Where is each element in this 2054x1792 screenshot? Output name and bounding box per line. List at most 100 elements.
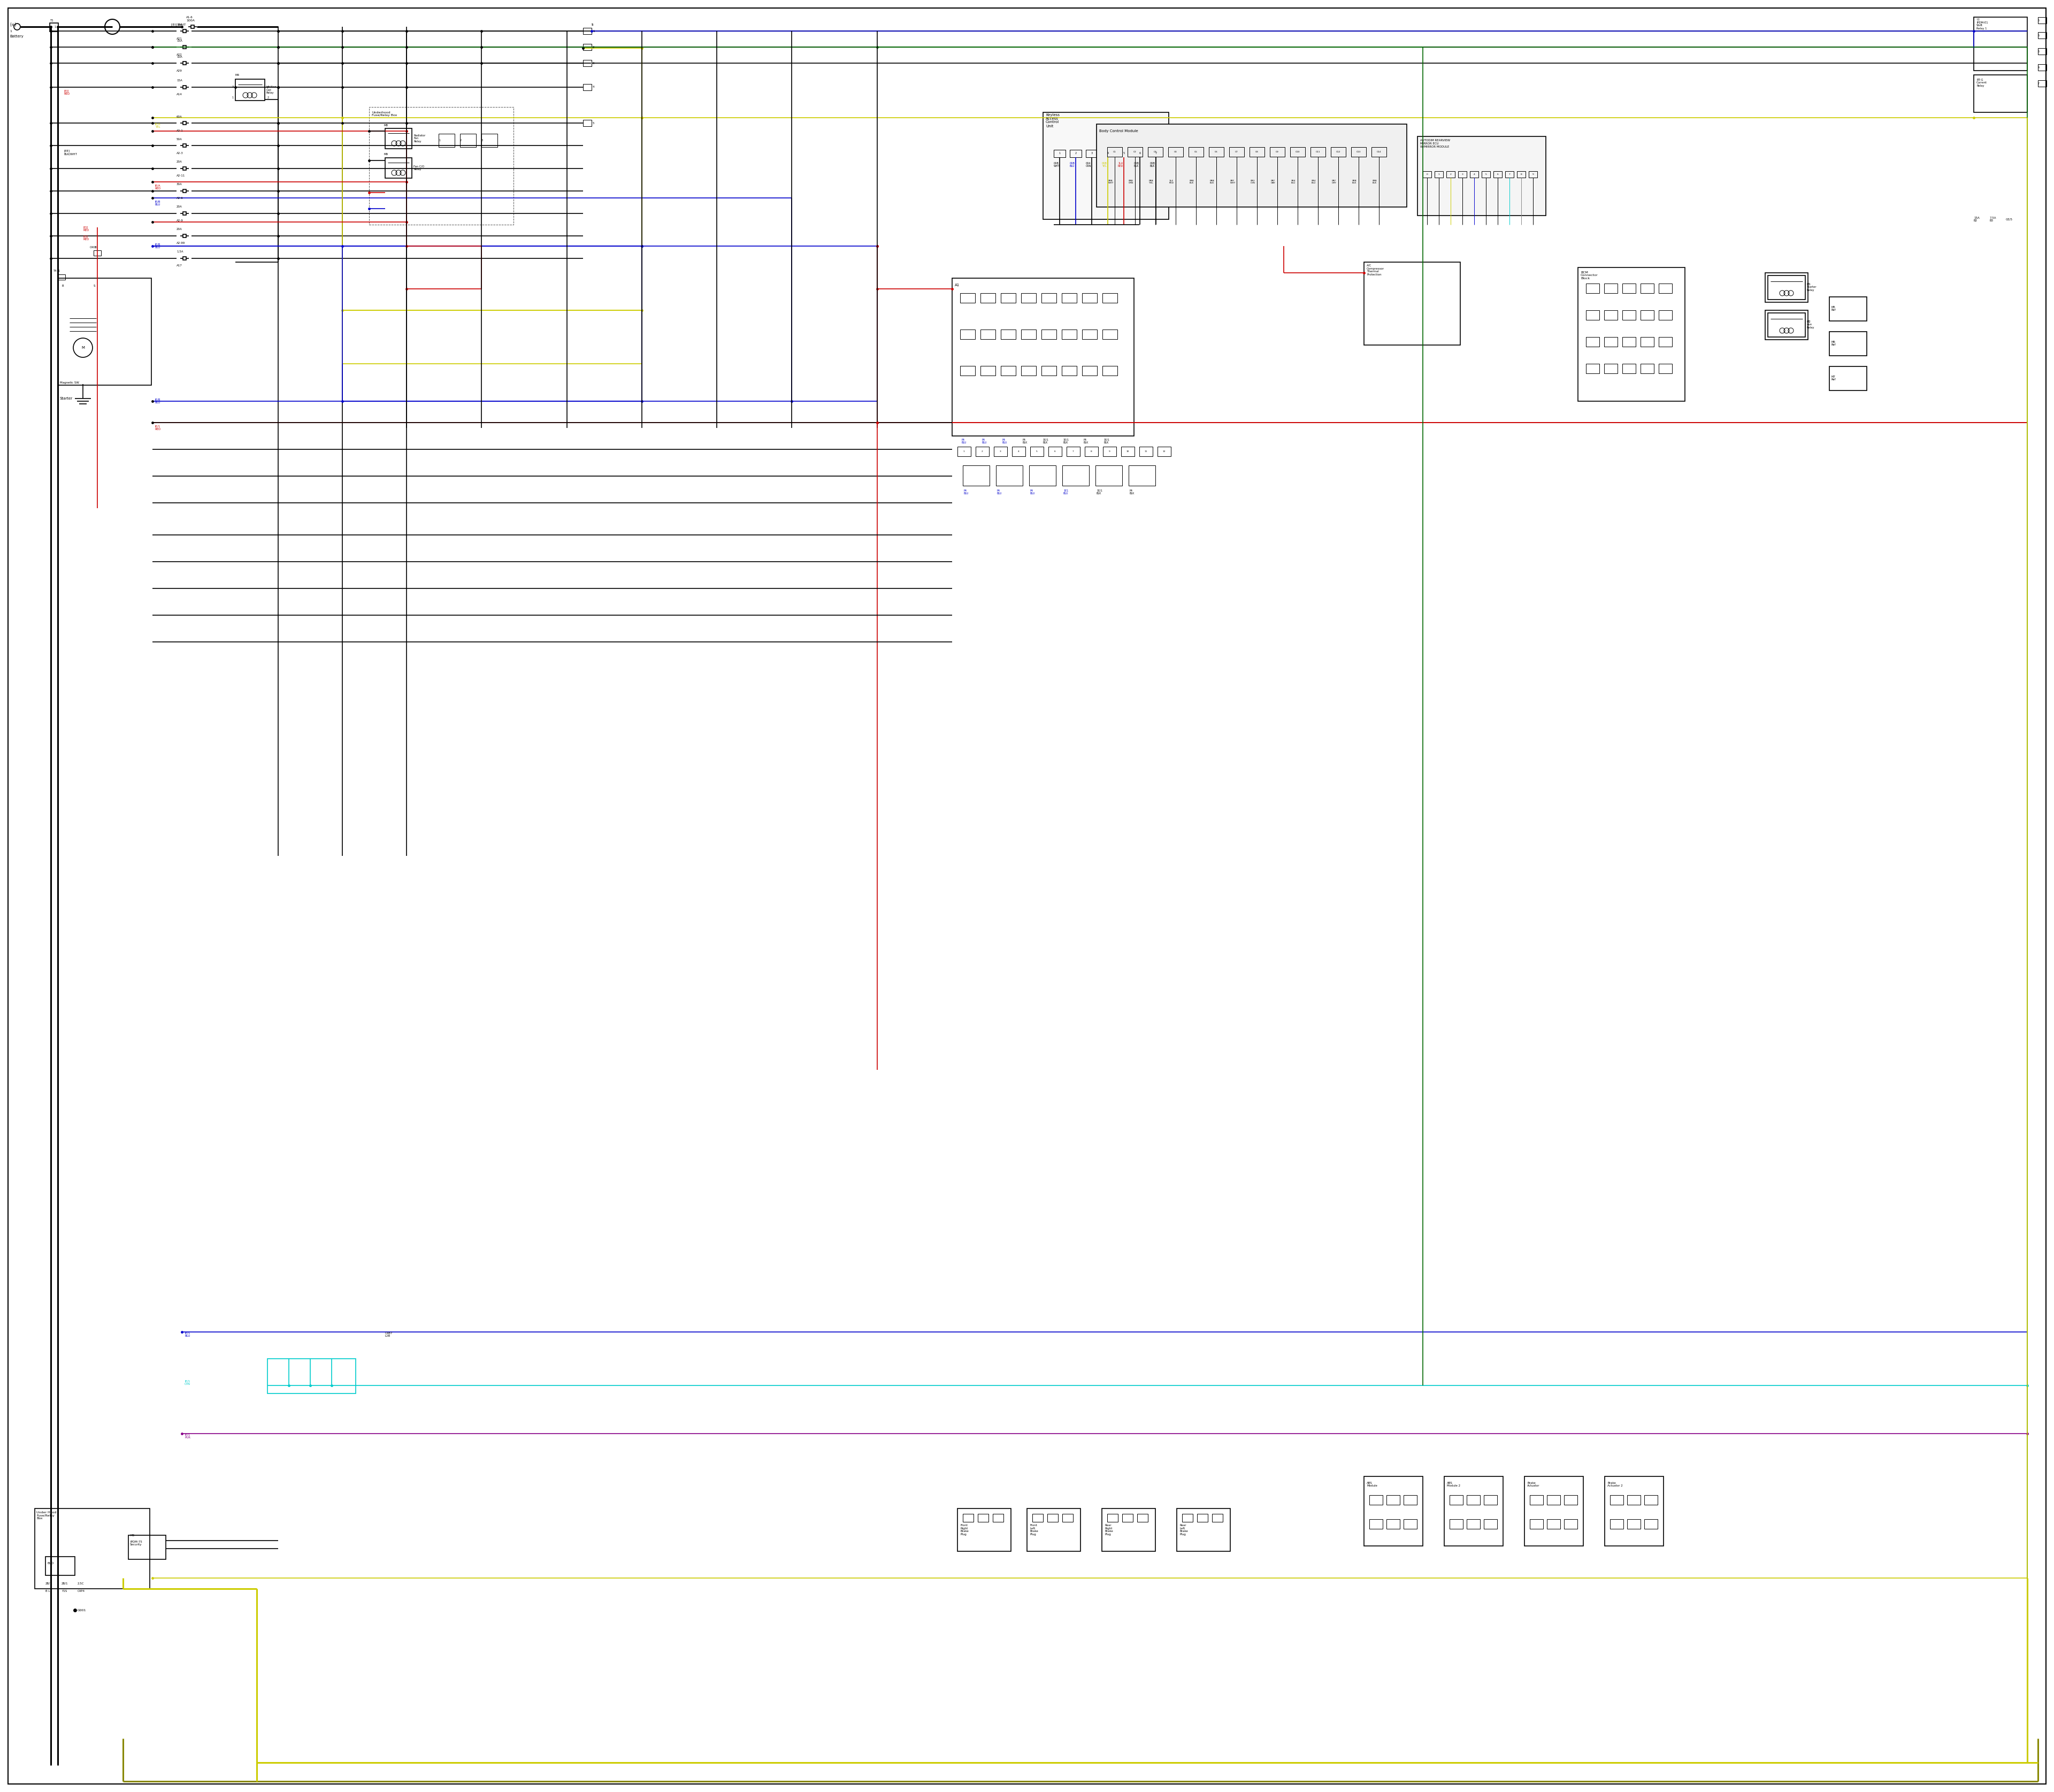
Text: G001: G001 (78, 1609, 86, 1611)
Bar (1097, 124, 1407, 208)
Bar (1768, 314, 1805, 337)
Bar (1604, 1477, 1664, 1546)
Bar (1103, 330, 1117, 339)
Text: 0RB
BLK: 0RB BLK (1150, 161, 1154, 168)
Text: Underhood
Fuse/Relay Box: Underhood Fuse/Relay Box (372, 111, 396, 116)
Text: 1E/1
BLK: 1E/1 BLK (1062, 439, 1068, 444)
Bar (1107, 147, 1121, 156)
Bar (1027, 1509, 1080, 1552)
Bar (1212, 1514, 1222, 1521)
Text: C3: C3 (1154, 151, 1156, 152)
Text: P4
BLK: P4 BLK (1130, 489, 1134, 495)
Text: 20A: 20A (177, 161, 183, 163)
Bar (957, 1509, 1011, 1552)
Bar (1434, 172, 1444, 177)
Bar (1021, 366, 1035, 376)
Text: P4
BLU: P4 BLU (982, 439, 986, 444)
Bar (58, 278, 152, 385)
Bar (1623, 310, 1635, 321)
Text: T4: T4 (53, 271, 58, 272)
Bar (583, 43, 592, 50)
Bar (2038, 48, 2046, 54)
Text: 30A: 30A (177, 183, 183, 186)
Bar (1764, 310, 1808, 340)
Text: C6: C6 (1214, 151, 1218, 152)
Bar (1467, 1520, 1481, 1529)
Text: M9: M9 (384, 154, 388, 156)
Text: IE/B
BLU: IE/B BLU (156, 244, 160, 249)
Bar (1386, 1495, 1401, 1505)
Bar (1107, 1514, 1117, 1521)
Text: 7.5A
B3: 7.5A B3 (1990, 217, 1996, 222)
Text: A1: A1 (955, 283, 959, 287)
Bar (583, 120, 592, 125)
Bar (183, 211, 187, 215)
Text: IE/1
BLU: IE/1 BLU (185, 1331, 191, 1337)
Bar (1423, 172, 1432, 177)
Text: IE/B
BLU: IE/B BLU (156, 201, 160, 206)
Bar (1641, 337, 1653, 346)
Bar (1158, 446, 1171, 457)
Text: 11: 11 (1144, 450, 1148, 453)
Text: A21: A21 (177, 38, 183, 39)
Text: [EE]
BLK/WHT: [EE] BLK/WHT (64, 149, 78, 156)
Bar (236, 79, 265, 100)
Text: 100A: 100A (187, 20, 195, 22)
Bar (1189, 147, 1204, 156)
Text: 0RY
GRY: 0RY GRY (1331, 179, 1337, 185)
Bar (1364, 262, 1460, 346)
Text: C4: C4 (1175, 151, 1177, 152)
Bar (1062, 466, 1089, 486)
Text: 0RY
GAY: 0RY GAY (1271, 179, 1276, 185)
Bar (1117, 151, 1130, 158)
Text: M: M (82, 346, 84, 349)
Text: 20A: 20A (177, 228, 183, 231)
Bar (1121, 1514, 1134, 1521)
Text: C7: C7 (1234, 151, 1239, 152)
Bar (1641, 283, 1653, 294)
Text: 15A: 15A (177, 39, 183, 41)
Bar (1290, 147, 1304, 156)
Bar (957, 446, 972, 457)
Bar (980, 294, 996, 303)
Bar (1062, 294, 1076, 303)
Bar (183, 45, 187, 48)
Text: 0RB
BLK: 0RB BLK (1189, 179, 1193, 185)
Bar (1082, 330, 1097, 339)
Bar (49, 23, 58, 32)
Bar (1623, 337, 1635, 346)
Bar (183, 256, 187, 260)
Text: M7
Ref: M7 Ref (1832, 375, 1836, 382)
Bar (1627, 1495, 1641, 1505)
Text: 0R3
CYN: 0R3 CYN (1251, 179, 1255, 185)
Text: IE/B
BLU: IE/B BLU (156, 398, 160, 403)
Bar (1547, 1495, 1561, 1505)
Text: A/C
Compressor
Thermal
Protection: A/C Compressor Thermal Protection (1366, 263, 1384, 276)
Text: P4
BLU: P4 BLU (1031, 489, 1035, 495)
Bar (1000, 294, 1017, 303)
Text: 1.5A: 1.5A (177, 251, 183, 253)
Bar (1134, 151, 1146, 158)
Text: A2-99: A2-99 (177, 242, 185, 246)
Bar (1974, 18, 2027, 70)
Text: Battery: Battery (10, 34, 23, 38)
Bar (1417, 136, 1547, 215)
Bar (460, 134, 477, 147)
Text: 0R4
BLU: 0R4 BLU (1292, 179, 1296, 185)
Text: 60A: 60A (177, 115, 183, 118)
Bar (1974, 75, 2027, 113)
Bar (370, 108, 514, 224)
Text: BT-G
Current
Relay: BT-G Current Relay (1976, 79, 1986, 88)
Text: Fan C/O
Relay: Fan C/O Relay (413, 165, 425, 170)
Bar (1444, 1477, 1504, 1546)
Bar (1524, 1477, 1584, 1546)
Bar (1041, 366, 1056, 376)
Text: Brake
Actuator 2: Brake Actuator 2 (1608, 1482, 1623, 1487)
Bar (1197, 1514, 1208, 1521)
Text: IPDM-75
Security: IPDM-75 Security (129, 1541, 142, 1546)
Text: M2
Aux
Relay: M2 Aux Relay (1808, 321, 1814, 330)
Text: 2B/1: 2B/1 (62, 1582, 68, 1584)
Bar (1070, 151, 1082, 158)
Text: 0RB
YEL: 0RB YEL (1148, 179, 1154, 185)
Text: A29: A29 (177, 70, 183, 72)
